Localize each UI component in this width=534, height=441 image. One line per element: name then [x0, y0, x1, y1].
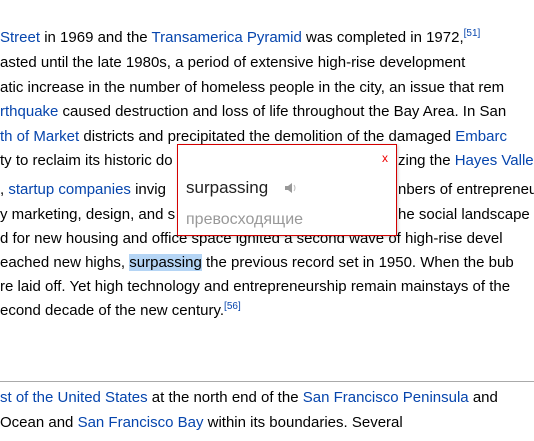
popup-word: surpassing	[186, 178, 269, 197]
text-line: re laid off. Yet high technology and ent…	[0, 277, 510, 297]
text-line: eached new highs, surpassing the previou…	[0, 253, 514, 273]
link[interactable]: Street	[0, 29, 41, 46]
text: within its boundaries. Several	[203, 414, 403, 431]
text-line: he social landscape	[398, 205, 530, 225]
highlighted-word: surpassing	[129, 254, 202, 271]
link[interactable]: rthquake	[0, 103, 59, 120]
link[interactable]: Embarc	[455, 128, 507, 145]
text-line: atic increase in the number of homeless …	[0, 78, 504, 98]
text: districts and precipitated the demolitio…	[79, 128, 456, 145]
link[interactable]: [51]	[463, 28, 481, 39]
link[interactable]: Hayes Valle	[454, 152, 534, 169]
text: at the north end of the	[147, 389, 303, 406]
text-line: econd decade of the new century.[56]	[0, 301, 241, 321]
text-line: ty to reclaim its historic do	[0, 151, 173, 171]
text: Ocean and	[0, 414, 78, 431]
link[interactable]: Transamerica Pyramid	[151, 29, 302, 46]
text: y marketing, design, and s	[0, 206, 176, 223]
text-line: nbers of entrepreneu	[398, 180, 534, 200]
link[interactable]: [56]	[224, 301, 241, 312]
close-button[interactable]: x	[382, 151, 388, 165]
text: caused destruction and loss of life thro…	[58, 103, 507, 120]
text-line: zing the Hayes Valle	[398, 151, 534, 171]
text-line: st of the United States at the north end…	[0, 388, 498, 408]
text: asted until the late 1980s, a period of …	[0, 54, 466, 71]
link[interactable]: startup companies	[8, 181, 131, 198]
text: atic increase in the number of homeless …	[0, 79, 505, 96]
text: and	[468, 389, 498, 406]
text: in 1969 and the	[40, 29, 152, 46]
link[interactable]: st of the United States	[0, 389, 148, 406]
text: was completed in 1972,	[301, 29, 464, 46]
link[interactable]: th of Market	[0, 128, 80, 145]
text-line: , startup companies invig	[0, 180, 166, 200]
text: zing the	[398, 152, 455, 169]
text-line: Street in 1969 and the Transamerica Pyra…	[0, 28, 480, 48]
text-line: th of Market districts and precipitated …	[0, 127, 507, 147]
text: eached new highs,	[0, 254, 130, 271]
text: invig	[130, 181, 166, 198]
translation-popup: x surpassing превосходящие	[177, 144, 397, 236]
text-line: y marketing, design, and s	[0, 205, 175, 225]
text: ty to reclaim its historic do	[0, 152, 173, 169]
text: ,	[0, 181, 9, 198]
text-line: Ocean and San Francisco Bay within its b…	[0, 413, 403, 433]
popup-translation: превосходящие	[186, 211, 304, 228]
text: he social landscape	[398, 206, 530, 223]
text: re laid off. Yet high technology and ent…	[0, 278, 511, 295]
text-line: asted until the late 1980s, a period of …	[0, 53, 465, 73]
text: nbers of entrepreneu	[398, 181, 534, 198]
link[interactable]: San Francisco Bay	[77, 414, 204, 431]
text-line: rthquake caused destruction and loss of …	[0, 102, 506, 122]
speaker-icon[interactable]	[284, 182, 298, 194]
section-divider	[0, 381, 534, 382]
link[interactable]: San Francisco Peninsula	[302, 389, 469, 406]
text: econd decade of the new century.	[0, 302, 225, 319]
text: the previous record set in 1950. When th…	[201, 254, 514, 271]
